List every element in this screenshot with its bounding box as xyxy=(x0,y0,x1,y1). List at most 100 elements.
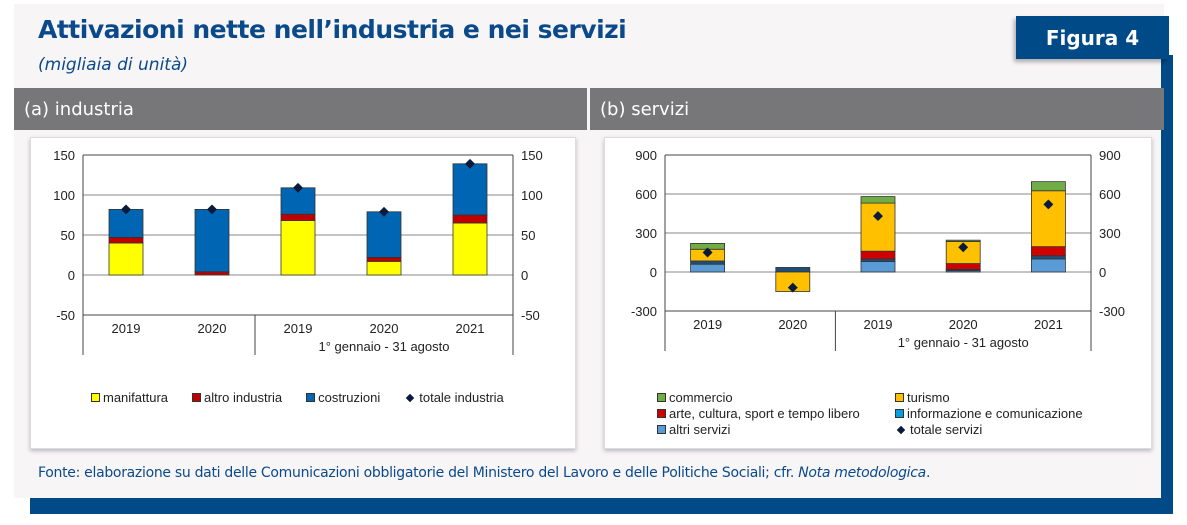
bar-segment-altro xyxy=(280,213,316,221)
legend-label: totale servizi xyxy=(910,422,983,437)
legend-item-commercio: commercio xyxy=(657,390,895,405)
group-label: 1° gennaio - 31 agosto xyxy=(898,335,1029,350)
legend-swatch xyxy=(192,393,202,402)
legend-label: costruzioni xyxy=(318,390,381,405)
group-label: 1° gennaio - 31 agosto xyxy=(319,339,450,354)
legend-swatch xyxy=(306,393,316,402)
chart-industria-box: 150 150 100 100 50 50 0 0 -50 -50 2019 2020 2019 2020… xyxy=(30,137,576,449)
legend-item-totale-servizi: totale servizi xyxy=(895,422,1135,437)
legend-label: altro industria xyxy=(204,390,283,405)
section-header-servizi: (b) servizi xyxy=(590,88,1164,130)
frame-bar-bottom xyxy=(30,498,1173,514)
y-tick-right: 150 xyxy=(521,148,543,163)
y-tick-right: 100 xyxy=(521,188,543,203)
bar-segment-turismo xyxy=(860,202,896,252)
legend-swatch xyxy=(895,409,904,418)
bar-segment-costruzioni xyxy=(452,163,488,216)
source-link-nota: Nota metodologica xyxy=(798,465,926,481)
bar-segment-costruzioni xyxy=(366,211,402,258)
chart-servizi: 900 900 600 600 300 300 0 0 -300 -300 2019 2020 2019… xyxy=(631,148,1125,351)
total-marker xyxy=(873,211,883,222)
y-tick-left: -300 xyxy=(631,304,657,319)
y-tick-right: -300 xyxy=(1099,304,1125,319)
y-tick-left: 900 xyxy=(635,148,657,163)
x-tick-label: 2020 xyxy=(198,321,227,336)
legend-diamond-icon xyxy=(896,425,906,434)
x-tick-label: 2021 xyxy=(456,321,485,336)
legend-item-turismo: turismo xyxy=(895,390,1135,405)
bar-segment-manifattura xyxy=(280,220,316,276)
legend-item-informazione: informazione e comunicazione xyxy=(895,406,1135,421)
legend-industria: manifattura altro industria costruzioni … xyxy=(91,390,504,405)
legend-item-altri-servizi: altri servizi xyxy=(657,422,895,437)
total-marker xyxy=(207,204,217,215)
y-tick-left: 300 xyxy=(635,226,657,241)
bar-segment-informazione xyxy=(1030,255,1066,260)
frame-bar-right xyxy=(1161,55,1173,514)
y-tick-left: 0 xyxy=(68,268,75,283)
total-marker xyxy=(958,242,969,253)
y-tick-right: 600 xyxy=(1099,187,1121,202)
x-tick-label: 2021 xyxy=(1034,317,1063,332)
bar-segment-arte xyxy=(1030,246,1066,257)
bar-segment-altri xyxy=(860,261,896,273)
legend-label: turismo xyxy=(907,390,950,405)
y-tick-left: 50 xyxy=(61,228,75,243)
x-tick-label: 2019 xyxy=(284,321,313,336)
total-marker xyxy=(379,206,389,217)
bar-segment-commercio xyxy=(1030,181,1066,192)
y-tick-left: 150 xyxy=(53,148,75,163)
y-tick-right: -50 xyxy=(521,308,540,323)
legend-diamond-icon xyxy=(405,393,415,402)
legend-swatch xyxy=(657,425,666,434)
bar-segment-manifattura xyxy=(366,261,402,276)
figure-title: Attivazioni nette nell’industria e nei s… xyxy=(38,15,627,44)
x-tick-label: 2020 xyxy=(370,321,399,336)
legend-item-arte: arte, cultura, sport e tempo libero xyxy=(657,406,895,421)
legend-swatch xyxy=(657,393,666,402)
chart-industria: 150 150 100 100 50 50 0 0 -50 -50 2019 2020 2019 2020… xyxy=(53,148,543,355)
bar-segment-arte xyxy=(860,250,896,260)
legend-swatch xyxy=(657,409,666,418)
chart-servizi-box: 900 900 600 600 300 300 0 0 -300 -300 2019 2020 2019… xyxy=(604,137,1152,449)
x-tick-label: 2019 xyxy=(693,317,722,332)
legend-label: altri servizi xyxy=(669,422,731,437)
y-tick-left: 600 xyxy=(635,187,657,202)
bar-segment-costruzioni xyxy=(194,209,230,273)
bar-segment-altro xyxy=(366,257,402,262)
legend-item-costruzioni: costruzioni xyxy=(306,390,380,405)
y-tick-right: 900 xyxy=(1099,148,1121,163)
y-tick-left: -50 xyxy=(56,308,75,323)
bar-segment-commercio xyxy=(945,239,981,242)
y-tick-right: 50 xyxy=(521,228,535,243)
source-note: Fonte: elaborazione su dati delle Comuni… xyxy=(38,465,930,481)
legend-item-totale-industria: totale industria xyxy=(404,390,504,405)
total-marker xyxy=(121,204,131,215)
legend-item-manifattura: manifattura xyxy=(91,390,168,405)
bar-segment-arte xyxy=(945,263,981,270)
y-tick-left: 0 xyxy=(650,265,657,280)
x-tick-label: 2020 xyxy=(778,317,807,332)
legend-label: arte, cultura, sport e tempo libero xyxy=(669,406,860,421)
y-tick-right: 0 xyxy=(521,268,528,283)
legend-swatch xyxy=(895,393,904,402)
source-end: . xyxy=(925,465,931,481)
figure-subtitle: (migliaia di unità) xyxy=(38,55,189,75)
y-tick-right: 300 xyxy=(1099,226,1121,241)
legend-servizi: commercio turismo arte, cultura, sport e… xyxy=(657,390,1135,437)
bar-segment-informazione xyxy=(690,260,725,265)
bar-segment-altro xyxy=(194,271,230,276)
bar-segment-commercio xyxy=(860,196,896,204)
figure-badge: Figura 4 xyxy=(1016,16,1169,59)
bar-segment-altri xyxy=(690,263,725,273)
y-tick-right: 0 xyxy=(1099,265,1106,280)
bar-segment-manifattura xyxy=(452,222,488,276)
legend-label: informazione e comunicazione xyxy=(907,406,1083,421)
source-text: Fonte: elaborazione su dati delle Comuni… xyxy=(38,465,799,481)
bar-segment-turismo xyxy=(1030,190,1066,248)
bar-segment-altro xyxy=(108,237,144,244)
legend-label: manifattura xyxy=(103,390,169,405)
bar-segment-informazione xyxy=(775,267,811,273)
x-tick-label: 2020 xyxy=(949,317,978,332)
section-header-industria: (a) industria xyxy=(14,88,587,130)
